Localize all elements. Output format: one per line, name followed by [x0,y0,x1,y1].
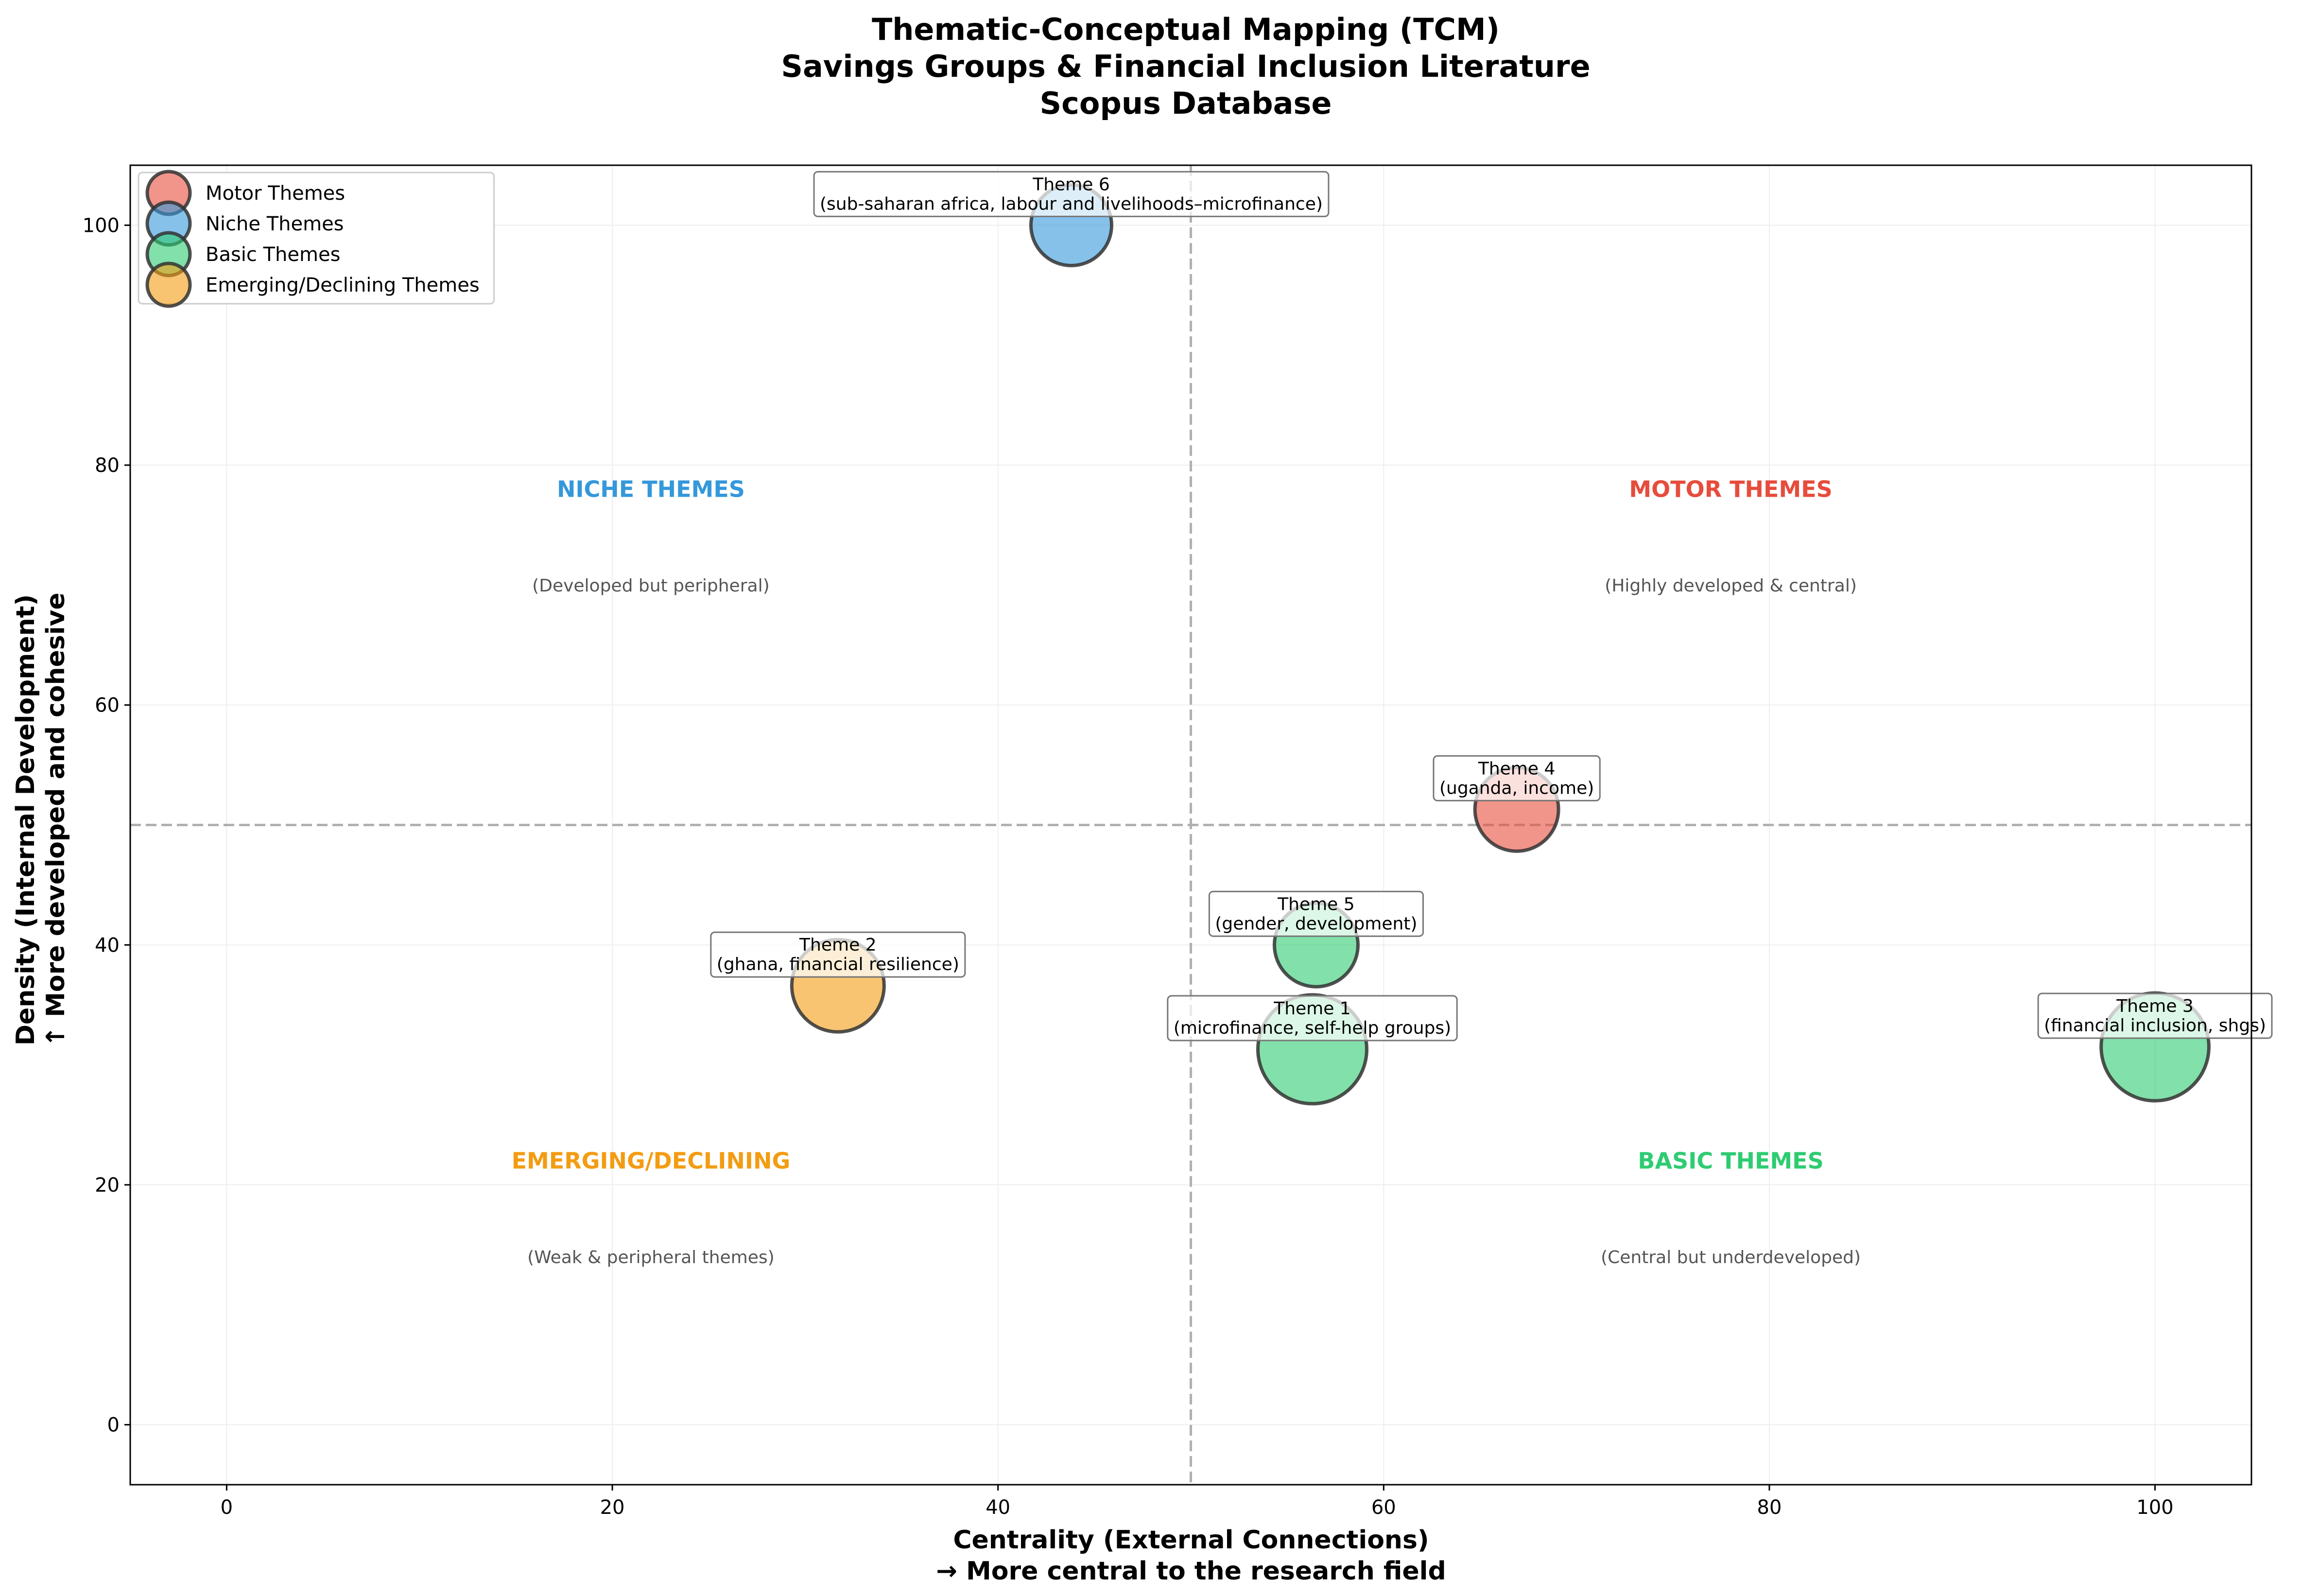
chart-legend: Motor Themes Niche Themes Basic Themes Emer… [138,170,495,308]
theme-label-box [2037,992,2273,1039]
theme-label-box [710,931,966,978]
y-tick-label: 0 [107,1414,120,1437]
theme-label-box [1433,755,1601,801]
theme-keywords: (financial inclusion, shgs) [2044,1016,2266,1036]
theme-name: Theme 3 [2116,996,2194,1016]
plot-border [129,164,2252,1486]
theme-label: Theme 3(financial inclusion, shgs) [2037,992,2273,1039]
chart-title-line-3: Scopus Database [1040,86,1332,121]
theme-label-box [813,171,1330,217]
quadrant-subtitle: (Central but underdeveloped) [1601,1248,1861,1267]
chart-title-line-2: Savings Groups & Financial Inclusion Lit… [781,49,1590,84]
chart-title: Thematic-Conceptual Mapping (TCM) Saving… [781,12,1590,121]
legend-box [138,172,495,305]
legend-label: Basic Themes [206,243,340,266]
legend-label: Motor Themes [206,182,345,205]
quadrant-divider-lines [130,165,2251,1485]
theme-keywords: (microfinance, self-help groups) [1174,1018,1451,1038]
quadrant-subtitle: (Weak & peripheral themes) [527,1248,775,1267]
x-axis-label-line-1: Centrality (External Connections) [953,1526,1429,1555]
legend-marker [145,261,192,308]
quadrant-title: BASIC THEMES [1638,1148,1823,1174]
x-tick-label: 40 [986,1496,1010,1519]
y-axis-label: Density (Internal Development) ↑ More de… [11,592,70,1047]
theme-name: Theme 1 [1273,999,1351,1019]
quadrant-title: NICHE THEMES [557,476,745,502]
plot-frame [129,164,2252,1486]
theme-label-box [1167,995,1458,1041]
x-tick-label: 80 [1757,1496,1782,1519]
y-tick-label: 60 [95,694,120,717]
y-tick-label: 20 [95,1174,120,1197]
legend-label: Emerging/Declining Themes [206,274,480,296]
theme-label: Theme 2(ghana, financial resilience) [710,931,966,978]
theme-keywords: (gender, development) [1215,914,1417,934]
y-tick-label: 40 [95,934,120,956]
quadrant-subtitle: (Developed but peripheral) [532,576,769,596]
theme-labels: Theme 1(microfinance, self-help groups)T… [710,171,2273,1041]
x-tick-label: 100 [2136,1496,2173,1519]
theme-name: Theme 5 [1277,894,1355,914]
theme-keywords: (sub-saharan africa, labour and liveliho… [820,194,1323,214]
y-tick-label: 100 [83,214,120,237]
quadrant-subtitle: (Highly developed & central) [1605,576,1857,596]
x-tick-label: 0 [221,1496,233,1519]
theme-label: Theme 5(gender, development) [1208,890,1424,937]
theme-label: Theme 1(microfinance, self-help groups) [1167,995,1458,1041]
x-axis-label-line-2: → More central to the research field [936,1557,1446,1586]
y-axis-ticks: 0 20 40 60 80 100 [83,214,130,1437]
x-axis-ticks: 0 20 40 60 80 100 [221,1485,2174,1519]
theme-name: Theme 2 [799,935,877,955]
chart-title-line-1: Thematic-Conceptual Mapping (TCM) [872,12,1500,47]
quadrant-title: EMERGING/DECLINING [512,1148,791,1174]
y-axis-label-line-2: ↑ More developed and cohesive [41,592,70,1047]
theme-keywords: (ghana, financial resilience) [717,954,959,974]
quadrant-labels: NICHE THEMES (Developed but peripheral) MO… [512,476,1861,1267]
y-axis-label-line-1: Density (Internal Development) [11,594,40,1045]
x-tick-label: 60 [1371,1496,1396,1519]
theme-name: Theme 4 [1478,759,1556,779]
y-tick-label: 80 [95,454,120,477]
theme-label: Theme 4(uganda, income) [1433,755,1601,801]
theme-name: Theme 6 [1032,174,1110,194]
theme-keywords: (uganda, income) [1439,778,1594,798]
quadrant-title: MOTOR THEMES [1629,476,1832,502]
legend-label: Niche Themes [206,213,344,235]
x-tick-label: 20 [600,1496,625,1519]
theme-label: Theme 6(sub-saharan africa, labour and l… [813,171,1330,217]
x-axis-label: Centrality (External Connections) → More… [936,1526,1446,1586]
theme-label-box [1208,890,1424,937]
